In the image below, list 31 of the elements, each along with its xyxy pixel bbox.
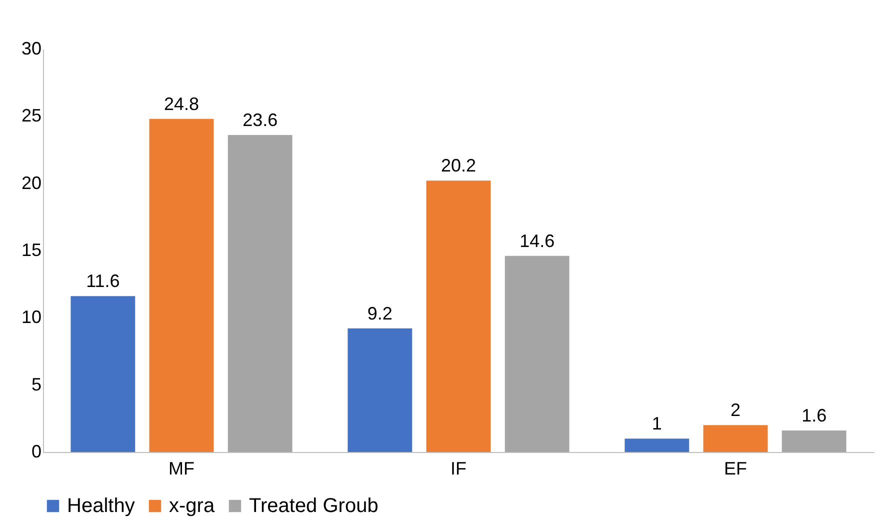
x-tick-label: EF bbox=[724, 458, 748, 478]
y-tick-label: 25 bbox=[21, 106, 42, 126]
y-tick-label: 10 bbox=[21, 307, 42, 328]
bar bbox=[703, 425, 768, 452]
bar bbox=[504, 256, 570, 452]
y-tick-label: 0 bbox=[31, 442, 42, 462]
data-label: 14.6 bbox=[520, 230, 555, 251]
data-label: 2 bbox=[730, 400, 741, 420]
y-tick-label: 20 bbox=[21, 172, 42, 193]
x-tick-label: IF bbox=[450, 458, 466, 478]
data-label: 20.2 bbox=[440, 156, 476, 176]
y-tick-label: 5 bbox=[31, 374, 42, 394]
bar bbox=[624, 438, 690, 452]
data-label: 24.8 bbox=[164, 94, 200, 114]
bar bbox=[782, 430, 846, 452]
data-label: 9.2 bbox=[367, 303, 392, 324]
data-label: 11.6 bbox=[86, 271, 120, 292]
legend-label: x-gra bbox=[169, 495, 216, 517]
data-label: 23.6 bbox=[242, 110, 278, 130]
bar bbox=[70, 296, 136, 452]
legend-label: Healthy bbox=[67, 495, 135, 517]
y-tick-label: 30 bbox=[21, 38, 42, 58]
bar bbox=[426, 180, 491, 452]
data-label: 1 bbox=[652, 414, 662, 434]
bar bbox=[228, 134, 292, 452]
bar bbox=[348, 328, 412, 452]
bar bbox=[149, 118, 214, 452]
legend-label: Treated Groub bbox=[249, 495, 378, 517]
x-tick-label: MF bbox=[168, 458, 194, 478]
data-label: 1.6 bbox=[802, 406, 827, 426]
y-tick-label: 15 bbox=[21, 240, 42, 260]
